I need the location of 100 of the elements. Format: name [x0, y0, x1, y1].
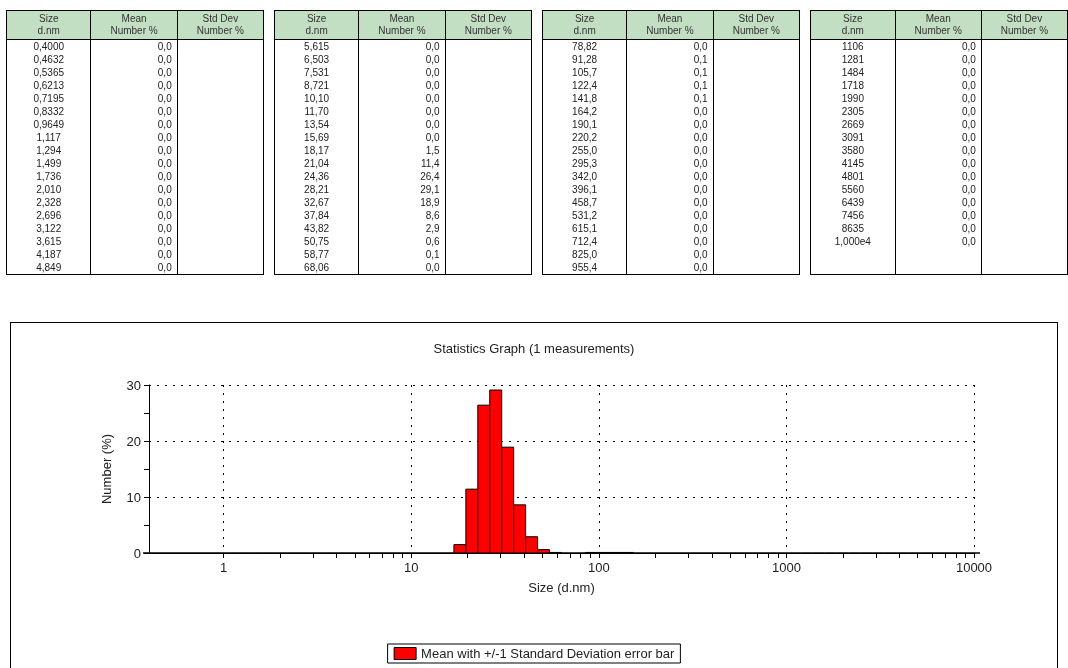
category-label: 0,5365	[6, 66, 91, 79]
text: 0,0	[693, 106, 708, 117]
category-label: 3,615	[6, 235, 91, 248]
category-label: 955,4	[542, 261, 627, 275]
text: 0,0	[961, 158, 976, 169]
text: 2,9	[425, 223, 440, 234]
text: 0,0	[693, 41, 708, 52]
text: 0,0	[157, 80, 172, 91]
x-tick-label: 10000	[955, 560, 993, 575]
category-label: 4801	[810, 170, 896, 183]
text: 0,0	[693, 197, 708, 208]
text: 0,0	[961, 119, 976, 130]
category-label: 0,4632	[6, 53, 91, 66]
text: 0,0	[693, 171, 708, 182]
category-label: 164,2	[542, 105, 627, 118]
x-tick-label: 10	[404, 560, 419, 575]
text: 0,0	[157, 262, 172, 273]
category-label: 8635	[810, 222, 896, 235]
category-label: 4,187	[6, 248, 91, 261]
x-tick-label: 1000	[771, 560, 801, 575]
text: 0,0	[425, 262, 440, 273]
text: 0,0	[693, 145, 708, 156]
text: 0,0	[157, 158, 172, 169]
category-label: 122,4	[542, 79, 627, 92]
category-label: 342,0	[542, 170, 627, 183]
text: 0,0	[157, 93, 172, 104]
text: 0,0	[961, 210, 976, 221]
text: 0,0	[693, 132, 708, 143]
category-label: 0,7195	[6, 92, 91, 105]
text: 0,1	[693, 54, 708, 65]
category-label: 1,294	[6, 144, 91, 157]
category-label: 1106	[810, 39, 896, 53]
category-label: 4145	[810, 157, 896, 170]
text: Mean Number %	[646, 13, 694, 36]
text: 0,1	[693, 93, 708, 104]
category-label: 0,6213	[6, 79, 91, 92]
category-label: 1,736	[6, 170, 91, 183]
text: 0,0	[157, 67, 172, 78]
text: 0,0	[961, 171, 976, 182]
text: 0,0	[693, 210, 708, 221]
text: Std Dev Number %	[1000, 13, 1049, 36]
text: 0,0	[157, 145, 172, 156]
category-label: 2669	[810, 118, 896, 131]
text: 0,0	[693, 119, 708, 130]
text: Std Dev Number %	[177, 10, 264, 40]
category-label: 28,21	[274, 183, 359, 196]
text: 0,0	[157, 54, 172, 65]
y-tick-label: 0	[133, 545, 141, 561]
text: 0,0	[961, 197, 976, 208]
category-label: 3,122	[6, 222, 91, 235]
category-label: 5560	[810, 183, 896, 196]
text: 0,0	[425, 93, 440, 104]
text: 0,0	[157, 210, 172, 221]
category-label: 6439	[810, 196, 896, 209]
category-label: 141,8	[542, 92, 627, 105]
text: 8,6	[425, 210, 440, 221]
category-label: 458,7	[542, 196, 627, 209]
category-label: 5,615	[274, 39, 359, 53]
category-label: 11,70	[274, 105, 359, 118]
y-tick-label: 30	[126, 377, 141, 393]
category-label: 2,010	[6, 183, 91, 196]
category-label: 0,9649	[6, 118, 91, 131]
text: 0,0	[157, 249, 172, 260]
text: 1,5	[425, 145, 440, 156]
text: Size d.nm	[6, 10, 91, 40]
text: Mean Number %	[90, 10, 178, 40]
text: 0,0	[157, 171, 172, 182]
category-label: 1484	[810, 66, 896, 79]
text: 0,0	[961, 54, 976, 65]
category-label: 1281	[810, 53, 896, 66]
chart-title: Statistics Graph (1 measurements)	[433, 341, 635, 356]
text: 0,0	[693, 184, 708, 195]
x-axis-title: Size (d.nm)	[528, 580, 595, 595]
x-tick-label: 100	[587, 560, 610, 575]
text: 0,0	[425, 80, 440, 91]
text: 0,0	[961, 93, 976, 104]
text: 18,9	[420, 197, 440, 208]
category-label: 1718	[810, 79, 896, 92]
text: 0,0	[961, 80, 976, 91]
text: 0,0	[693, 236, 708, 247]
text: 0,0	[961, 106, 976, 117]
category-label: 43,82	[274, 222, 359, 235]
text: 0,0	[157, 184, 172, 195]
category-label: 295,3	[542, 157, 627, 170]
text: 0,0	[693, 262, 708, 273]
text: 0,0	[961, 145, 976, 156]
category-label: 396,1	[542, 183, 627, 196]
text: 0,0	[157, 106, 172, 117]
text: 26,4	[420, 171, 440, 182]
text: 0,0	[425, 67, 440, 78]
text: Mean Number %	[914, 13, 962, 36]
text: 0,6	[425, 236, 440, 247]
category-label: 1,499	[6, 157, 91, 170]
text: 0,1	[693, 80, 708, 91]
category-label: 105,7	[542, 66, 627, 79]
category-label: 58,77	[274, 248, 359, 261]
category-label: 8,721	[274, 79, 359, 92]
text: Std Dev Number %	[732, 13, 780, 36]
category-label: 825,0	[542, 248, 627, 261]
text: 0,0	[157, 132, 172, 143]
